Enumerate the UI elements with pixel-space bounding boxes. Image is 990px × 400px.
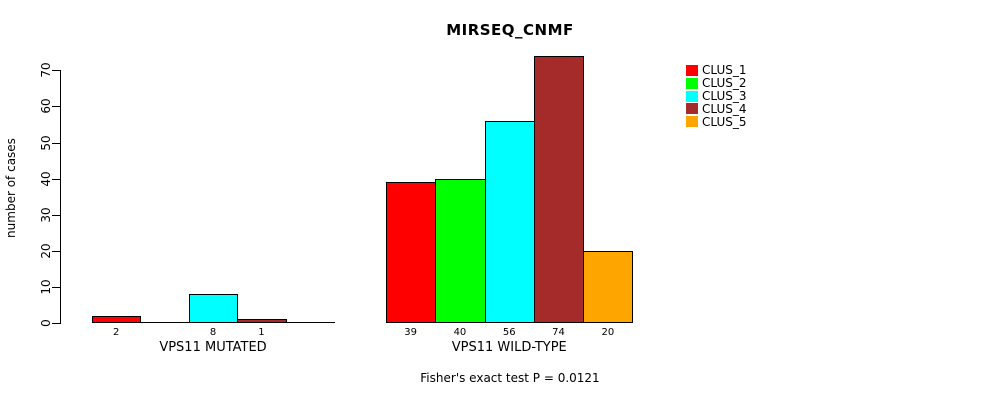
y-axis-title-text: number of cases [4,138,18,238]
y-tick [52,106,61,108]
legend-color-swatch [686,77,698,89]
zero-height-bar [285,322,335,323]
y-tick-label-text: 20 [39,243,53,259]
legend-item: CLUS_4 [686,103,747,116]
y-tick [52,286,61,288]
bar-value-label: 40 [453,327,467,338]
y-tick [52,323,61,324]
bar-clus_3 [188,294,239,323]
zero-height-bar [140,322,190,323]
legend-item: CLUS_3 [686,90,747,103]
y-tick-label-text: 30 [39,207,53,223]
legend-color-swatch [686,103,698,115]
legend-item-label: CLUS_2 [702,76,747,91]
bar-clus_4 [237,319,287,323]
bar-clus_5 [583,250,634,323]
bar-clus_1 [92,315,142,323]
legend-item: CLUS_2 [686,77,747,90]
y-tick-label-text: 50 [39,134,53,151]
legend-item-label: CLUS_4 [702,101,747,116]
bar-clus_2 [435,178,486,323]
chart-title: MIRSEQ_CNMF [446,21,574,39]
group-label: VPS11 WILD-TYPE [451,340,567,355]
legend-item: CLUS_5 [686,115,747,128]
y-tick-label-text: 40 [39,170,53,187]
fisher-test-annotation: Fisher's exact test P = 0.0121 [420,371,600,385]
legend-item-label: CLUS_1 [702,63,747,78]
y-tick [52,142,61,144]
y-tick-label-text: 10 [39,279,53,295]
bar-value-label: 1 [258,327,265,338]
y-tick-label-text: 0 [39,319,53,327]
y-tick [52,250,61,252]
y-tick [52,178,61,180]
bar-value-label: 56 [502,327,516,338]
legend-color-swatch [686,64,698,76]
legend-item-label: CLUS_3 [702,89,747,104]
y-tick [52,214,61,216]
legend-color-swatch [686,90,698,102]
group-label: VPS11 MUTATED [159,340,267,355]
y-axis-line [60,70,61,323]
y-tick-label-text: 60 [39,98,53,115]
bar-value-label: 39 [404,327,418,338]
y-tick [52,70,61,72]
legend-item-label: CLUS_5 [702,114,747,129]
bar-value-label: 2 [113,327,120,338]
legend-color-swatch [686,116,698,128]
y-tick-label-text: 70 [39,62,53,78]
bar-value-label: 20 [601,327,615,338]
bar-clus_1 [386,182,437,323]
bar-clus_4 [533,55,585,323]
bar-clus_3 [484,120,535,323]
bar-value-label: 74 [552,327,565,338]
legend-item: CLUS_1 [686,64,747,77]
bar-value-label: 8 [209,327,217,338]
legend: CLUS_1 CLUS_2 CLUS_3 CLUS_4 CLUS_5 [686,64,747,128]
